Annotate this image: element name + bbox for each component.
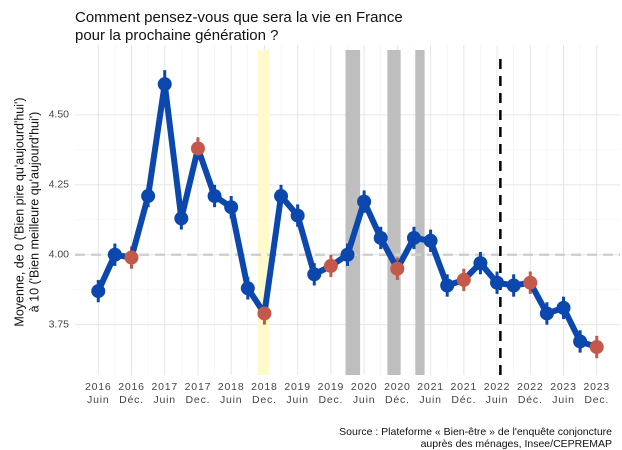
x-tick-label: 2021 [451,381,478,393]
point [456,272,471,287]
source: auprès des ménages, Insee/CEPREMAP [421,438,612,450]
point [423,233,438,248]
chart-title: pour la prochaine génération ? [75,27,278,44]
y-tick-label: 4.50 [49,109,70,121]
x-tick-label: Déc. [518,394,543,406]
x-tick-label: 2023 [583,381,610,393]
y-tick-label: 3.75 [49,318,70,330]
x-tick-label: 2016 [118,381,145,393]
point [556,300,571,315]
x-tick-label: Juin [87,394,109,406]
y-axis-label: à 10 ('Bien meilleure qu'aujourd'hui') [27,112,41,313]
point [573,334,588,349]
point [107,247,122,262]
x-tick-label: 2018 [218,381,245,393]
shaded-band [345,50,361,375]
point [373,230,388,245]
point [141,189,156,204]
point [307,267,322,282]
x-tick-label: 2018 [251,381,278,393]
x-tick-label: 2022 [517,381,544,393]
x-tick-label: Juin [353,394,375,406]
point [357,194,372,209]
y-tick-label: 4.25 [49,179,70,191]
x-tick-label: Juin [153,394,175,406]
y-tick-label: 4.00 [49,249,70,261]
point [473,256,488,271]
point [340,247,355,262]
point [257,306,272,321]
x-tick-label: Déc. [385,394,410,406]
x-tick-label: 2021 [417,381,444,393]
source: Source : Plateforme « Bien-être » de l'e… [339,426,612,438]
point [589,340,604,355]
point [390,261,405,276]
x-tick-label: Dec. [186,394,211,406]
y-axis-label: Moyenne, de 0 ('Bien pire qu'aujourd'hui… [12,97,26,326]
point [240,281,255,296]
point [124,250,139,265]
x-tick-label: 2017 [185,381,212,393]
x-tick-label: 2019 [318,381,345,393]
point [523,275,538,290]
y-axis-label: Moyenne, de 0 ('Bien pire qu'aujourd'hui… [12,97,41,326]
point [91,284,106,299]
x-tick-label: 2016 [85,381,112,393]
x-tick-label: Déc. [119,394,144,406]
point [406,230,421,245]
shaded-band [387,50,401,375]
x-tick-label: Juin [220,394,242,406]
x-tick-label: 2020 [351,381,378,393]
point [323,258,338,273]
point [506,278,521,293]
point [190,141,205,156]
x-tick-label: Juin [419,394,441,406]
point [157,77,172,92]
x-tick-label: 2023 [550,381,577,393]
point [274,189,289,204]
x-tick-label: 2020 [384,381,411,393]
shaded-band [257,50,270,375]
x-tick-label: Déc. [451,394,476,406]
point [290,208,305,223]
point [440,278,455,293]
point [207,189,222,204]
point [539,306,554,321]
x-tick-label: 2017 [151,381,178,393]
x-tick-label: 2022 [484,381,511,393]
point [224,200,239,215]
x-tick-label: Dec. [318,394,343,406]
x-tick-label: Dec. [584,394,609,406]
x-tick-label: Dec. [252,394,277,406]
x-tick-label: Juin [286,394,308,406]
point [174,211,189,226]
point [490,275,505,290]
x-tick-label: Juin [486,394,508,406]
x-tick-label: 2019 [284,381,311,393]
x-tick-label: Juin [552,394,574,406]
shaded-band [415,50,425,375]
chart-title: Comment pensez-vous que sera la vie en F… [75,9,403,26]
